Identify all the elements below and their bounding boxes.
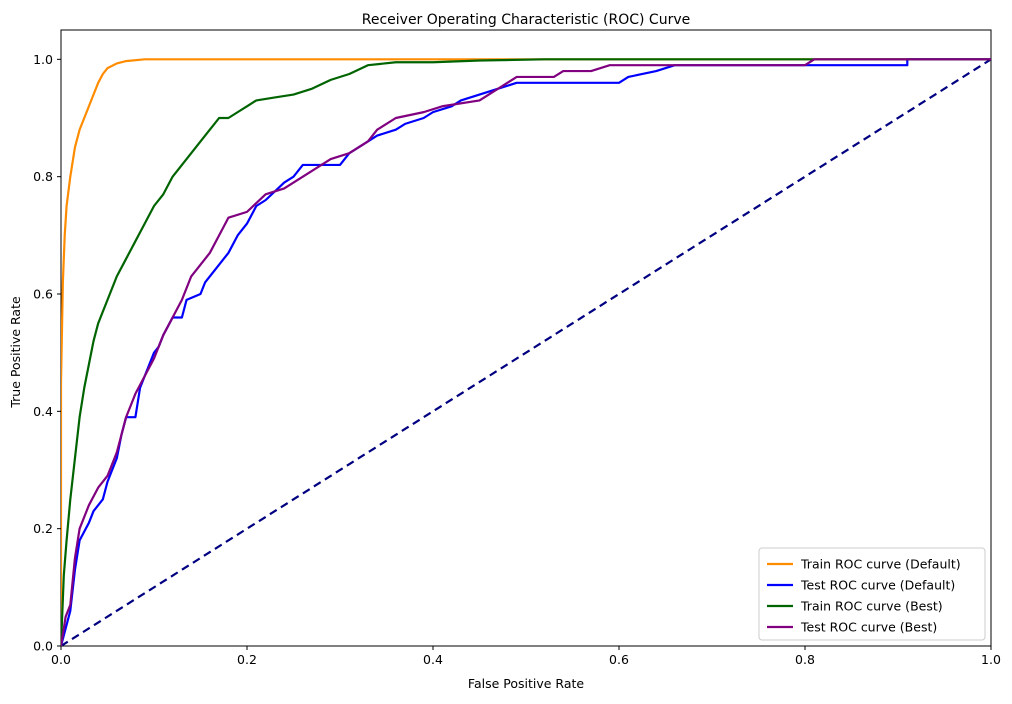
y-tick-label: 0.4 (33, 404, 53, 419)
x-tick-label: 0.8 (795, 652, 815, 667)
y-tick-label: 0.6 (33, 287, 53, 302)
legend-label: Train ROC curve (Best) (800, 599, 943, 614)
series-line-train-roc-curve-default (61, 58, 991, 646)
legend-box (758, 547, 986, 641)
x-tick-label: 0.2 (237, 652, 257, 667)
x-tick-label: 0.6 (609, 652, 629, 667)
series-line-train-roc-curve-best (61, 58, 991, 646)
series-line-chance-diagonal (61, 58, 991, 646)
x-tick-label: 1.0 (981, 652, 1001, 667)
x-tick-label: 0.4 (423, 652, 443, 667)
legend-label: Test ROC curve (Default) (800, 578, 955, 593)
series-line-test-roc-curve-best (61, 58, 991, 646)
legend: Train ROC curve (Default) Test ROC curve … (758, 547, 986, 641)
plot-area: 0.0 0.2 0.4 0.6 0.8 1.0 0.0 0.2 0.4 0.6 0.8 1.0 (33, 29, 1001, 667)
y-tick-label: 0.0 (33, 639, 53, 654)
x-axis-label: False Positive Rate (468, 676, 584, 691)
y-axis-label: True Positive Rate (8, 296, 23, 409)
legend-label: Train ROC curve (Default) (800, 557, 961, 572)
x-tick-label: 0.0 (51, 652, 71, 667)
y-tick-label: 0.8 (33, 169, 53, 184)
y-tick-label: 0.2 (33, 521, 53, 536)
y-tick-label: 1.0 (33, 52, 53, 67)
legend-label: Test ROC curve (Best) (800, 620, 937, 635)
chart-title: Receiver Operating Characteristic (ROC) … (362, 12, 691, 28)
